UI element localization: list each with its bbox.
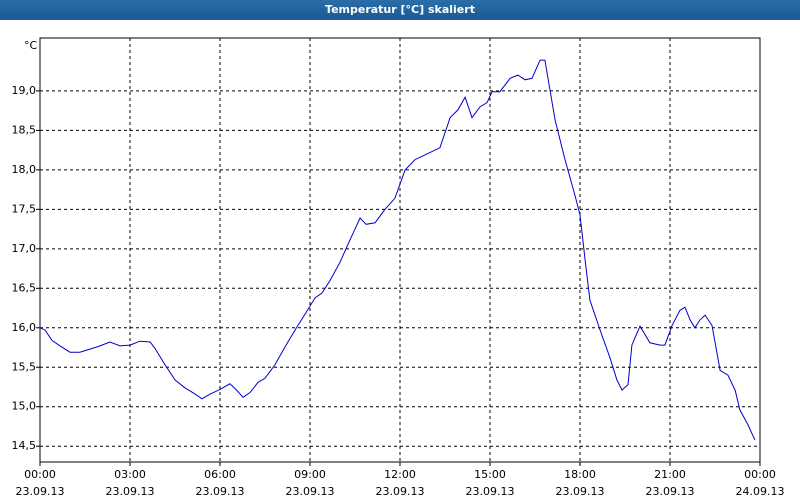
y-tick-label: 17,0 [12, 242, 37, 255]
y-tick-label: 16,0 [12, 321, 37, 334]
y-tick-label: 17,5 [12, 202, 37, 215]
x-tick-label: 18:00 23.09.13 [555, 468, 605, 498]
x-tick-label: 03:00 23.09.13 [105, 468, 155, 498]
y-tick-label: 18,5 [12, 123, 37, 136]
y-axis-label: °C [24, 39, 38, 52]
y-tick-label: 14,5 [12, 439, 37, 452]
x-tick-label: 21:00 23.09.13 [645, 468, 695, 498]
data-line [39, 59, 756, 441]
x-tick-label: 00:00 24.09.13 [735, 468, 785, 498]
y-tick-label: 19,0 [12, 84, 37, 97]
title-bar: Temperatur [°C] skaliert [0, 0, 800, 20]
y-tick-label: 18,0 [12, 163, 37, 176]
y-tick-label: 15,5 [12, 360, 37, 373]
y-tick-label: 15,0 [12, 400, 37, 413]
x-tick-label: 15:00 23.09.13 [465, 468, 515, 498]
y-tick-label: 16,5 [12, 281, 37, 294]
x-tick-label: 00:00 23.09.13 [15, 468, 65, 498]
x-tick-label: 09:00 23.09.13 [285, 468, 335, 498]
x-tick-label: 12:00 23.09.13 [375, 468, 425, 498]
x-tick-label: 06:00 23.09.13 [195, 468, 245, 498]
